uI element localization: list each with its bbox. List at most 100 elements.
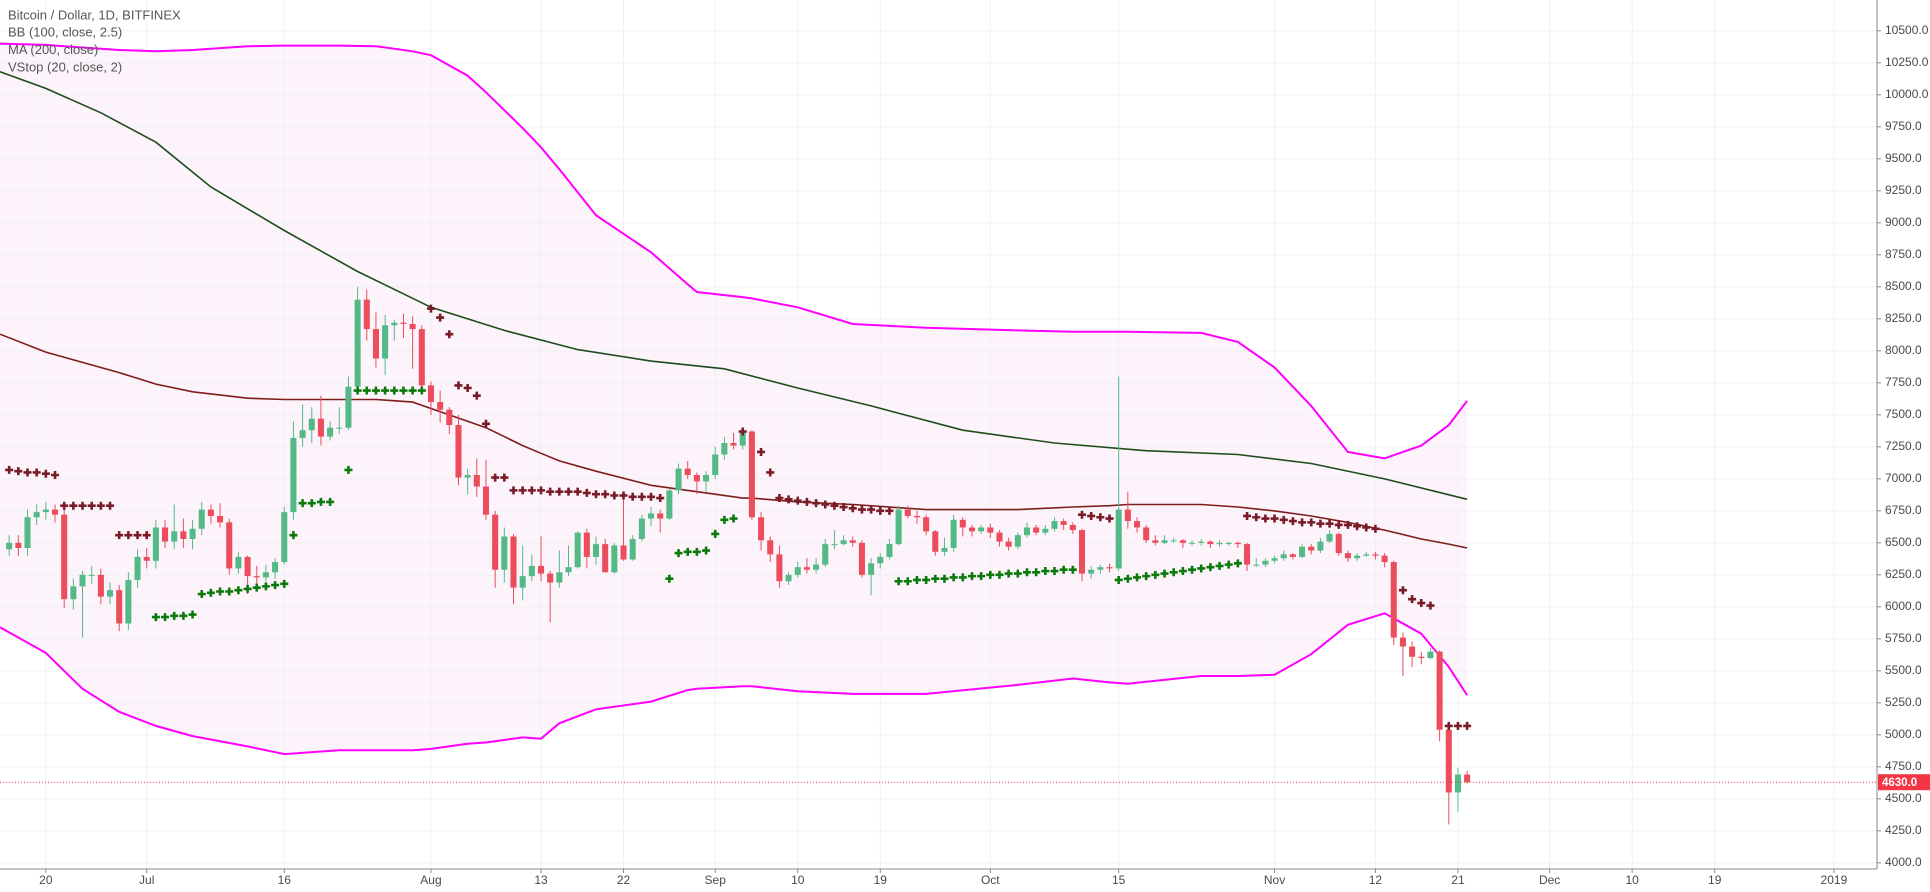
legend-entry: MA (200, close) xyxy=(8,42,98,57)
vstop-cross xyxy=(793,496,802,505)
vstop-cross xyxy=(188,610,197,619)
vstop-cross xyxy=(170,611,179,620)
vstop-cross xyxy=(362,386,371,395)
vstop-cross xyxy=(197,590,206,599)
vstop-cross xyxy=(967,572,976,581)
vstop-cross xyxy=(1096,513,1105,522)
candle-body xyxy=(51,509,59,515)
vstop-cross xyxy=(491,473,500,482)
candle-body xyxy=(1354,555,1361,559)
x-tick-label: 19 xyxy=(1708,873,1722,887)
candle-body xyxy=(42,509,49,513)
candle-body xyxy=(281,512,288,563)
candle-body xyxy=(1317,541,1324,551)
vstop-cross xyxy=(711,529,720,538)
background-layer xyxy=(0,43,1468,755)
vstop-cross xyxy=(481,419,490,428)
vstop-cross xyxy=(353,386,362,395)
vstop-cross xyxy=(344,465,353,474)
candle-body xyxy=(1399,637,1406,647)
candle-body xyxy=(1372,554,1379,556)
vstop-cross xyxy=(775,494,784,503)
vstop-cross xyxy=(1288,517,1297,526)
vstop-cross xyxy=(683,547,692,556)
candle-body xyxy=(895,509,902,545)
candle-body xyxy=(712,454,719,476)
vstop-cross xyxy=(326,497,335,506)
y-tick-label: 8250.0 xyxy=(1885,311,1922,325)
candle-body xyxy=(959,519,966,528)
candle-body xyxy=(923,517,930,532)
vstop-cross xyxy=(1133,573,1142,582)
candle-body xyxy=(675,468,682,491)
candle-body xyxy=(473,475,480,487)
vstop-cross xyxy=(408,386,417,395)
vstop-cross xyxy=(69,501,78,510)
candle-body xyxy=(15,542,22,548)
candle-body xyxy=(1014,535,1021,547)
candle-body xyxy=(638,518,645,540)
vstop-cross xyxy=(692,547,701,556)
vstop-cross xyxy=(14,467,23,476)
vstop-cross xyxy=(729,514,738,523)
vstop-cross xyxy=(1298,518,1307,527)
candle-body xyxy=(400,322,407,324)
vstop-cross xyxy=(922,575,931,584)
candle-body xyxy=(207,509,214,516)
x-tick-label: Aug xyxy=(420,873,441,887)
candle-body xyxy=(547,573,554,583)
vstop-cross xyxy=(151,613,160,622)
vstop-cross xyxy=(399,386,408,395)
x-tick-label: 10 xyxy=(1625,873,1639,887)
candle-body xyxy=(1069,524,1076,531)
candle-body xyxy=(703,475,710,482)
candle-body xyxy=(345,386,352,428)
candle-body xyxy=(1262,560,1269,565)
vstop-cross xyxy=(87,501,96,510)
vstop-cross xyxy=(32,468,41,477)
vstop-cross xyxy=(106,501,115,510)
candle-body xyxy=(363,299,370,330)
candle-body xyxy=(858,542,865,575)
vstop-cross xyxy=(610,491,619,500)
candle-body xyxy=(1207,541,1214,545)
vstop-cross xyxy=(51,471,60,480)
candle-body xyxy=(1445,729,1452,793)
candle-body xyxy=(482,486,490,515)
candle-body xyxy=(455,425,462,478)
candle-body xyxy=(1464,774,1471,783)
candle-body xyxy=(1161,540,1168,543)
vstop-cross xyxy=(60,501,69,510)
vstop-cross xyxy=(426,304,435,313)
candle-body xyxy=(143,556,150,561)
vstop-cross xyxy=(1068,565,1077,574)
vstop-cross xyxy=(702,546,711,555)
y-tick-label: 6000.0 xyxy=(1885,599,1922,613)
candle-body xyxy=(583,532,590,557)
candle-body xyxy=(657,513,664,519)
candle-body xyxy=(354,299,361,387)
vstop-cross xyxy=(738,427,747,436)
x-tick-label: 15 xyxy=(1112,873,1126,887)
vstop-cross xyxy=(1197,564,1206,573)
vstop-cross xyxy=(1224,560,1233,569)
vstop-cross xyxy=(5,465,14,474)
vstop-cross xyxy=(656,494,665,503)
y-tick-label: 10250.0 xyxy=(1885,55,1929,69)
x-tick-label: Sep xyxy=(705,873,727,887)
candle-body xyxy=(327,427,334,437)
vstop-cross xyxy=(1243,511,1252,520)
vstop-cross xyxy=(161,613,170,622)
candle-body xyxy=(24,517,31,548)
y-tick-label: 6750.0 xyxy=(1885,503,1922,517)
candle-body xyxy=(1189,542,1196,544)
candle-body xyxy=(134,556,141,580)
y-tick-label: 5750.0 xyxy=(1885,631,1922,645)
vstop-cross xyxy=(1178,567,1187,576)
vstop-cross xyxy=(527,486,536,495)
x-tick-label: 22 xyxy=(617,873,631,887)
candle-body xyxy=(840,540,847,545)
vstop-cross xyxy=(216,587,225,596)
vstop-cross xyxy=(1160,569,1169,578)
candle-body xyxy=(794,567,801,575)
